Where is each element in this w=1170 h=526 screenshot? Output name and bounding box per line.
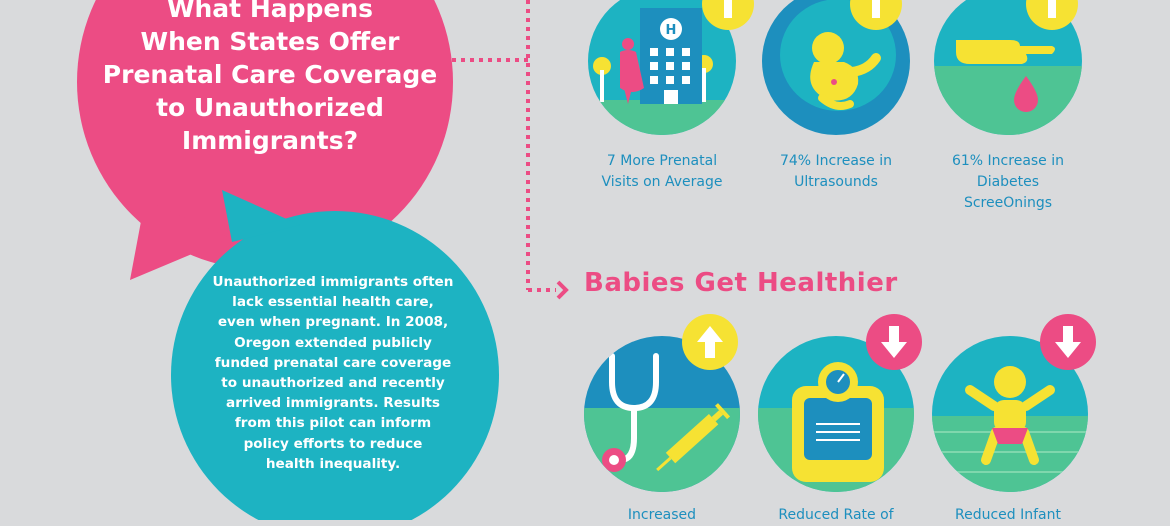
svg-text:H: H xyxy=(666,23,677,38)
intro-line: lack essential health care, xyxy=(232,294,434,311)
baby-stat-3-label: Reduced Infant xyxy=(928,505,1088,526)
care-stat-text: 74% Increase in xyxy=(779,153,893,169)
hospital-icon: H xyxy=(588,0,754,135)
care-stat-2-label: 74% Increase in Ultrasounds xyxy=(756,151,916,193)
intro-line: Unauthorized immigrants often xyxy=(212,274,454,290)
care-stat-text: ScreeOnings xyxy=(963,195,1053,211)
question-bubble xyxy=(77,0,453,280)
care-stat-text: 7 More Prenatal xyxy=(606,153,718,169)
baby-stat-text: Increased xyxy=(627,507,697,523)
care-stat-3-label: 61% Increase in Diabetes ScreeOnings xyxy=(928,151,1088,214)
intro-line: funded prenatal care coverage xyxy=(214,354,452,371)
care-stat-1-label: 7 More Prenatal Visits on Average xyxy=(582,151,742,193)
intro-line: even when pregnant. In 2008, xyxy=(217,314,449,331)
baby-stat-1-label: Increased xyxy=(582,505,742,526)
care-stat-text: Ultrasounds xyxy=(794,174,878,190)
intro-line: policy efforts to reduce xyxy=(243,435,423,452)
main-question: What Happens When States Offer Prenatal … xyxy=(92,0,448,157)
intro-line: to unauthorized and recently xyxy=(221,375,445,392)
baby-stat-2-label: Reduced Rate of xyxy=(756,505,916,526)
scale-icon xyxy=(758,314,922,492)
intro-line: Oregon extended publicly xyxy=(234,334,432,351)
fetus-icon xyxy=(762,0,910,135)
care-stat-text: Visits on Average xyxy=(601,174,723,190)
intro-text: Unauthorized immigrants often lack essen… xyxy=(198,272,468,474)
intro-line: from this pilot can inform xyxy=(234,415,432,432)
intro-bubble xyxy=(171,190,499,520)
care-stat-text: 61% Increase in xyxy=(951,153,1065,169)
question-line: Immigrants? xyxy=(181,126,359,155)
baby-stat-text: Reduced Infant xyxy=(955,507,1061,523)
question-line: to Unauthorized xyxy=(156,93,384,122)
baby-stat-text: Reduced Rate of xyxy=(778,507,894,523)
finger-prick-icon xyxy=(934,0,1082,135)
intro-line: health inequality. xyxy=(265,455,401,472)
question-line: When States Offer xyxy=(140,27,400,56)
question-line: What Happens xyxy=(166,0,374,23)
section-title-babies: Babies Get Healthier xyxy=(584,268,898,298)
baby-icon xyxy=(932,314,1096,492)
intro-line: arrived immigrants. Results xyxy=(226,395,440,412)
question-line: Prenatal Care Coverage xyxy=(102,60,438,89)
care-stat-text: Diabetes xyxy=(976,174,1040,190)
stethoscope-icon xyxy=(584,314,740,492)
